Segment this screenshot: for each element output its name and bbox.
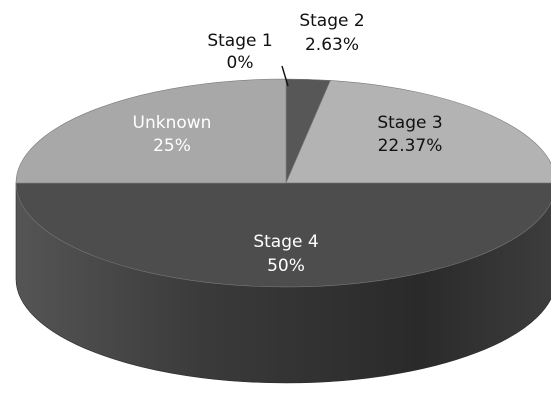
pie-slice-stage-3 — [285, 80, 551, 184]
slice-pct-stage-3: 22.37% — [378, 136, 443, 156]
slice-pct-stage-1: 0% — [227, 53, 254, 73]
slice-label-unknown: Unknown — [133, 113, 212, 133]
slice-pct-stage-2: 2.63% — [305, 35, 359, 55]
slice-labels: Stage 1 0% Stage 2 2.63% Stage 3 22.37% … — [133, 11, 443, 276]
leader-lines — [281, 65, 289, 87]
slice-label-stage-2: Stage 2 — [299, 11, 364, 31]
slice-label-stage-1: Stage 1 — [207, 31, 272, 51]
pie-top-layer — [15, 78, 551, 288]
slice-label-stage-4: Stage 4 — [253, 232, 318, 252]
slice-pct-unknown: 25% — [153, 136, 191, 156]
slice-label-stage-3: Stage 3 — [377, 113, 442, 133]
pie-slice-unknown — [15, 78, 287, 184]
leader-line-stage-1 — [281, 65, 289, 87]
pie-slice-stage-4 — [15, 182, 551, 288]
slice-pct-stage-4: 50% — [267, 256, 305, 276]
